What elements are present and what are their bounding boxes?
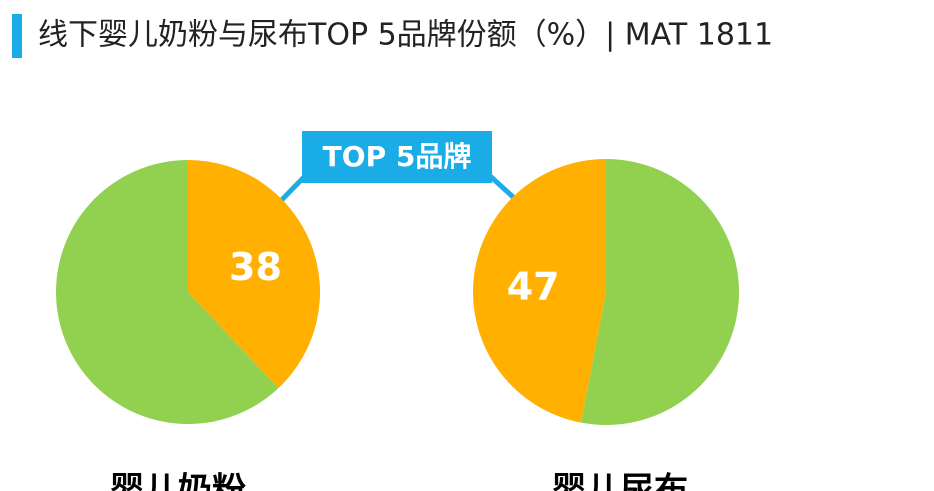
pie-slice xyxy=(581,159,740,425)
pie-title: 婴儿尿布 xyxy=(552,471,688,491)
pie-slice xyxy=(188,160,320,389)
pie-slice xyxy=(56,160,279,424)
slice-label: 38 xyxy=(229,245,282,289)
pie-title: 婴儿奶粉 xyxy=(110,471,246,491)
callout-box xyxy=(302,131,492,183)
slice-label: 47 xyxy=(507,265,560,309)
pie-slice xyxy=(473,159,606,423)
callout-text: TOP 5品牌 xyxy=(323,140,472,173)
title-bar xyxy=(12,14,22,58)
slide-title: 线下婴儿奶粉与尿布TOP 5品牌份额（%）| MAT 1811 xyxy=(38,18,773,53)
